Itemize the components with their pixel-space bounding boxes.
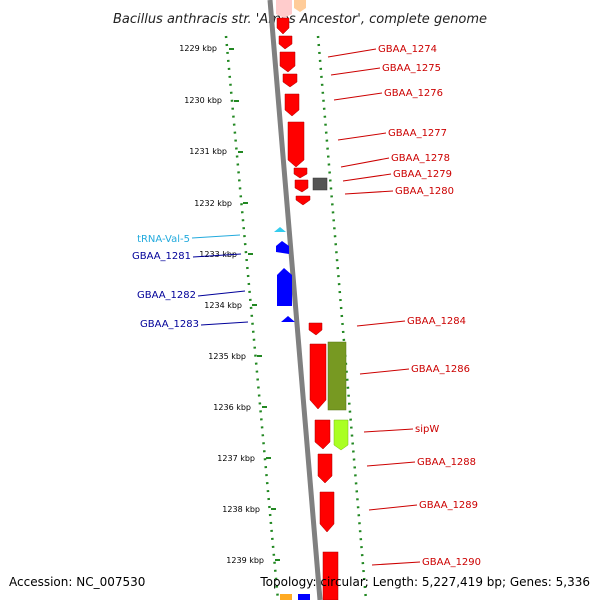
gene-label[interactable]: GBAA_1283	[140, 319, 199, 330]
tick-label: 1231 kbp	[189, 147, 227, 156]
gene-arrow-partial-bottom-blue[interactable]	[298, 594, 310, 600]
gene-arrow-partial-bottom[interactable]	[322, 551, 339, 600]
gene-arrow[interactable]	[284, 93, 300, 117]
gene-arrow[interactable]	[317, 453, 333, 484]
gene-arrow[interactable]	[278, 35, 293, 50]
gene-label[interactable]: GBAA_1289	[419, 500, 478, 511]
tick-label: 1234 kbp	[204, 301, 242, 310]
gene-arrow[interactable]	[295, 195, 311, 206]
gene-arrow[interactable]	[308, 322, 323, 336]
gene-label[interactable]: GBAA_1280	[395, 186, 454, 197]
label-leader-line	[340, 157, 390, 168]
label-leader-line	[192, 253, 242, 258]
gene-arrow[interactable]	[277, 268, 292, 306]
gene-label[interactable]: GBAA_1282	[137, 290, 196, 301]
topology-text: Topology: circular; Length: 5,227,419 bp…	[259, 575, 590, 589]
tick-label: 1229 kbp	[179, 44, 217, 53]
tick-label: 1233 kbp	[199, 250, 237, 259]
tick-label: 1238 kbp	[222, 505, 260, 514]
map-title: Bacillus anthracis str. 'Ames Ancestor',…	[113, 12, 487, 27]
label-leader-line	[342, 173, 392, 182]
label-leader-line	[327, 48, 377, 58]
tick-label: 1235 kbp	[208, 352, 246, 361]
gene-label[interactable]: GBAA_1277	[388, 128, 447, 139]
reverse-gene-labels: tRNA-Val-5 GBAA_1281 GBAA_1282 GBAA_1283	[132, 234, 249, 330]
reverse-genes	[274, 227, 295, 322]
label-leader-line	[197, 290, 246, 297]
label-leader-line	[337, 132, 387, 141]
label-leader-line	[200, 321, 249, 326]
gene-label[interactable]: GBAA_1284	[407, 316, 466, 327]
gene-label[interactable]: GBAA_1274	[378, 44, 437, 55]
gene-arrow-partial-top[interactable]	[276, 0, 292, 18]
gene-arrow-partial-orange[interactable]	[294, 0, 306, 12]
gene-arrow[interactable]	[287, 121, 305, 168]
tick-label: 1232 kbp	[194, 199, 232, 208]
genome-backbone	[267, 0, 323, 600]
forward-gene-labels: GBAA_1274 GBAA_1275 GBAA_1276 GBAA_1277 …	[327, 44, 481, 568]
label-leader-line	[344, 190, 394, 195]
gene-label[interactable]: GBAA_1281	[132, 251, 191, 262]
gene-arrow[interactable]	[309, 343, 327, 410]
gene-box-olive[interactable]	[327, 341, 347, 411]
label-leader-line	[359, 368, 410, 375]
label-leader-line	[191, 234, 241, 239]
gene-label[interactable]: sipW	[415, 424, 439, 435]
trna-arrow[interactable]	[274, 227, 286, 232]
gene-arrow[interactable]	[279, 51, 296, 73]
accession-text: Accession: NC_007530	[9, 575, 145, 589]
gene-label[interactable]: GBAA_1276	[384, 88, 443, 99]
gene-arrow[interactable]	[294, 179, 309, 193]
gene-arrow[interactable]	[276, 17, 290, 35]
gene-label[interactable]: GBAA_1275	[382, 63, 441, 74]
label-leader-line	[330, 67, 381, 76]
tick-label: 1239 kbp	[226, 556, 264, 565]
gene-arrow-lime[interactable]	[333, 419, 349, 451]
left-track-guide	[224, 35, 280, 600]
gene-label[interactable]: GBAA_1290	[422, 557, 481, 568]
label-leader-line	[356, 320, 406, 327]
gene-arrow[interactable]	[293, 167, 308, 179]
gene-arrow[interactable]	[281, 316, 295, 322]
gene-label[interactable]: GBAA_1286	[411, 364, 470, 375]
gene-label[interactable]: GBAA_1278	[391, 153, 450, 164]
trna-label[interactable]: tRNA-Val-5	[137, 234, 190, 245]
label-leader-line	[371, 561, 421, 566]
label-leader-line	[363, 428, 414, 433]
gene-arrow[interactable]	[282, 73, 298, 88]
gene-arrow[interactable]	[276, 241, 289, 254]
label-leader-line	[366, 461, 416, 467]
tick-label: 1237 kbp	[217, 454, 255, 463]
forward-genes	[276, 17, 339, 600]
gene-arrow[interactable]	[314, 419, 331, 450]
label-leader-line	[333, 92, 383, 101]
label-leader-line	[368, 504, 418, 511]
kbp-ticks: 1229 kbp 1230 kbp 1231 kbp 1232 kbp 1233…	[179, 44, 280, 565]
gene-label[interactable]: GBAA_1288	[417, 457, 476, 468]
gene-box-gray[interactable]	[312, 177, 328, 191]
gene-arrow[interactable]	[319, 491, 335, 533]
gene-label[interactable]: GBAA_1279	[393, 169, 452, 180]
tick-label: 1236 kbp	[213, 403, 251, 412]
gene-arrow-partial-bottom-orange[interactable]	[280, 594, 292, 600]
tick-label: 1230 kbp	[184, 96, 222, 105]
